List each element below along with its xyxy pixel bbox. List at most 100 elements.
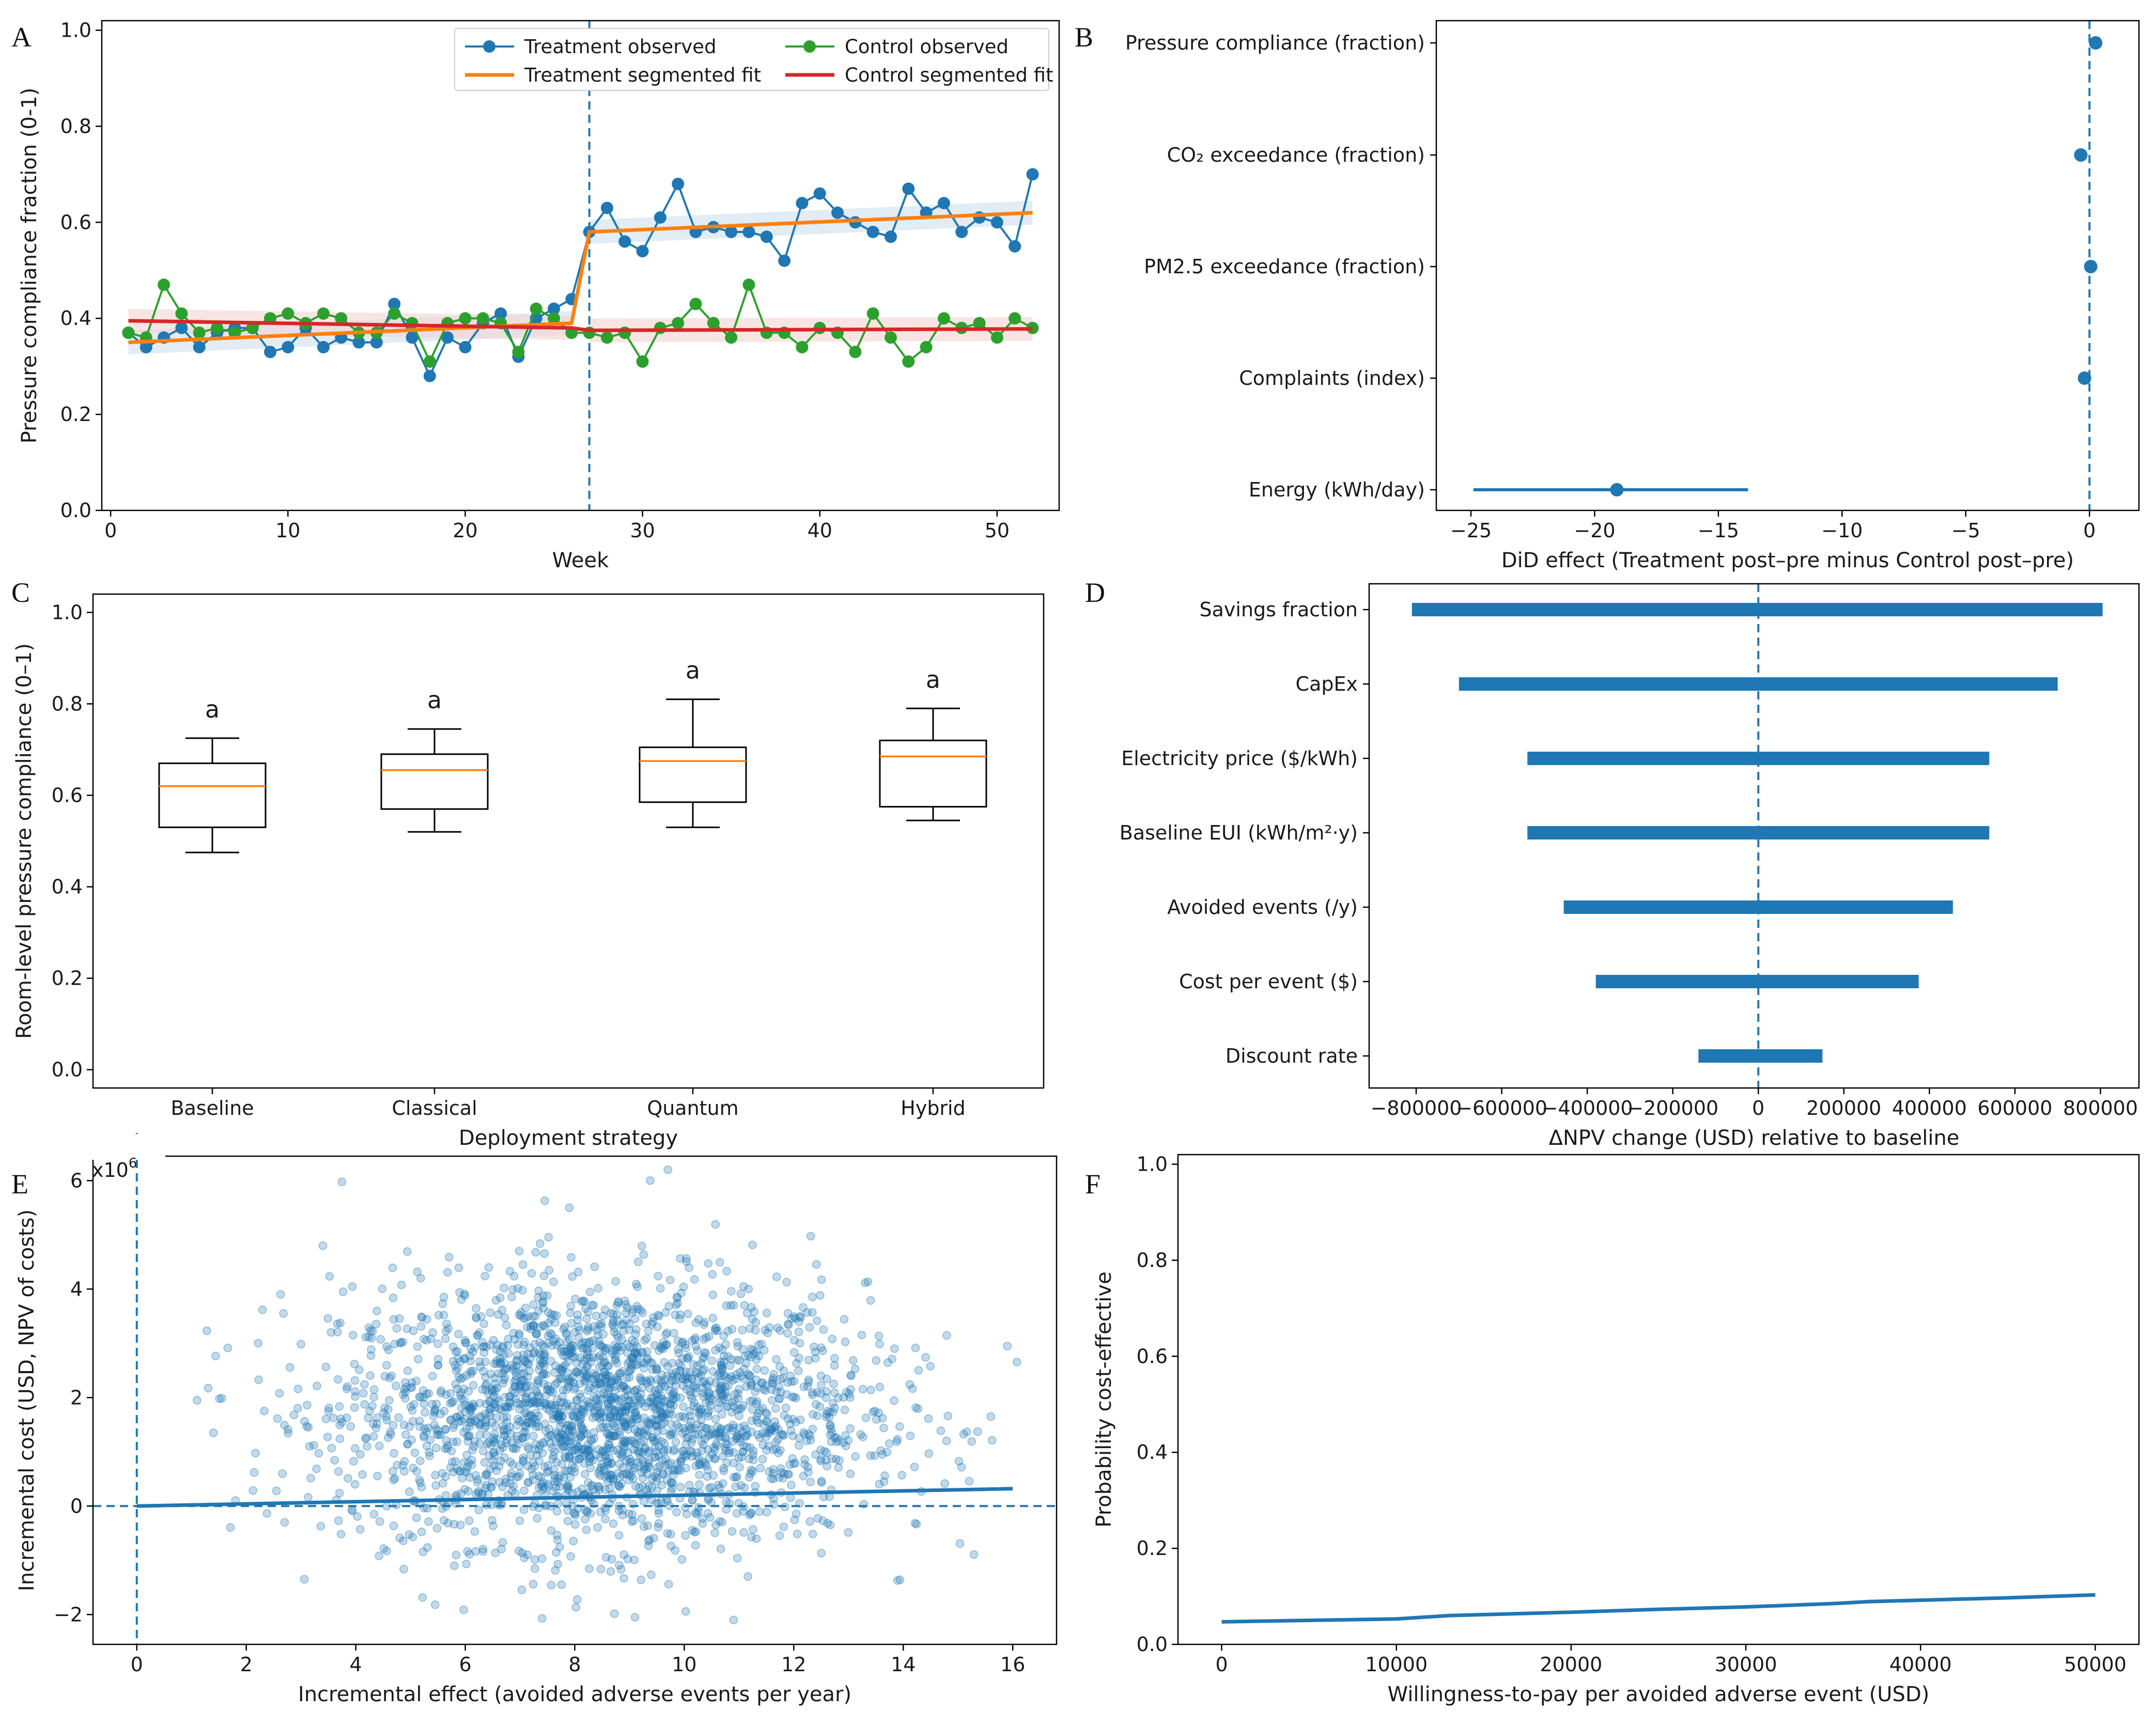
panel-e-point [986,1412,996,1421]
panel-b-x-tick-label: −25 [1450,519,1492,542]
panel-e-point [559,1386,568,1394]
panel-e-point [472,1314,481,1323]
panel-e-point [684,1310,692,1318]
panel-e-point [890,1344,899,1353]
panel-e-point [412,1467,421,1476]
panel-e-point [727,1325,737,1334]
panel-e-point [616,1369,625,1378]
panel-a-x-tick-label: 30 [630,519,655,542]
panel-e-point [653,1396,662,1405]
panel-e-point [973,1427,982,1436]
panel-e-point [690,1528,699,1537]
panel-e-point [635,1393,644,1402]
panel-e-point [484,1263,493,1272]
panel-e-point [559,1362,567,1372]
panel-e-point [422,1390,431,1398]
panel-e-point [637,1358,646,1367]
panel-e-point [634,1448,643,1457]
panel-e-point [409,1326,418,1335]
panel-e-point [641,1444,649,1454]
panel-e-point [774,1425,783,1434]
panel-a-point [672,178,685,190]
panel-e-point [774,1473,784,1482]
panel-e-point [413,1342,422,1351]
panel-a-xlabel: Week [552,549,609,572]
panel-e-point [755,1406,765,1415]
panel-e-point [610,1609,619,1618]
panel-a-point [618,326,631,339]
panel-e-point [369,1393,378,1402]
panel-e-point [769,1474,778,1483]
panel-e-point [795,1317,803,1326]
panel-e-point [742,1425,751,1434]
panel-c-frame [92,593,1045,1089]
panel-e-point [424,1423,432,1433]
panel-e-point [668,1484,676,1492]
panel-e-point [631,1482,640,1491]
panel-e-point [771,1404,780,1413]
panel-e-point [632,1280,641,1288]
panel-e-point [719,1331,728,1341]
panel-e-point [373,1419,381,1428]
panel-e-point [682,1257,691,1266]
panel-e-point [654,1311,662,1319]
panel-e-point [465,1431,474,1440]
panel-e-point [544,1319,553,1328]
panel-e-point [647,1433,657,1442]
panel-a-point [742,225,755,238]
panel-e-point [781,1403,790,1412]
panel-a-point [1009,240,1021,253]
panel-e-point [892,1437,902,1447]
panel-e-point [638,1448,647,1457]
panel-e-point [464,1516,474,1525]
panel-e-point [557,1459,566,1469]
panel-e-point [564,1427,573,1436]
panel-e-point [555,1338,564,1347]
panel-e-point [285,1363,294,1372]
panel-e-y-tick-label: 2 [70,1386,83,1409]
panel-e-point [586,1464,595,1472]
panel-e-point [790,1515,799,1525]
panel-e-point [608,1349,617,1359]
panel-e-point [694,1373,703,1382]
panel-e-point [595,1410,603,1419]
panel-e-point [521,1357,530,1365]
panel-e-point [480,1409,490,1419]
panel-e-point [611,1423,621,1432]
panel-e-point [443,1519,453,1528]
panel-e-point [749,1525,757,1534]
panel-e-point [396,1339,405,1347]
panel-e-point [508,1285,517,1294]
panel-e-point [293,1385,303,1393]
panel-e-point [568,1348,577,1357]
panel-e-point [693,1420,702,1429]
panel-f-x-tick-label: 20000 [1540,1653,1602,1676]
panel-e-point [275,1389,284,1398]
panel-c-letter-annotation: a [205,695,220,723]
panel-e-point [454,1263,463,1272]
panel-e-point [623,1470,632,1479]
panel-e-point [623,1359,632,1368]
panel-e-point [753,1383,762,1392]
panel-e-point [533,1388,541,1397]
panel-c-letter-annotation: a [427,686,442,714]
panel-e-point [614,1342,623,1351]
panel-e-point [375,1517,384,1526]
panel-e-point [755,1507,764,1516]
panel-e-point [654,1271,662,1281]
panel-e-point [389,1521,398,1530]
panel-e-point [800,1455,809,1464]
panel-e-point [539,1483,549,1492]
panel-a-point [193,326,206,339]
panel-e-point [566,1377,575,1386]
panel-c-y-tick-label: 0.8 [52,692,83,715]
panel-e-point [746,1371,755,1380]
panel-e-point [607,1471,616,1480]
panel-e-point [878,1414,887,1423]
panel-c-y-tick-label: 0.2 [52,967,83,990]
panel-e-point [959,1429,968,1439]
panel-e-point [529,1300,538,1309]
panel-e-point [679,1424,688,1433]
panel-e-point [613,1316,623,1325]
